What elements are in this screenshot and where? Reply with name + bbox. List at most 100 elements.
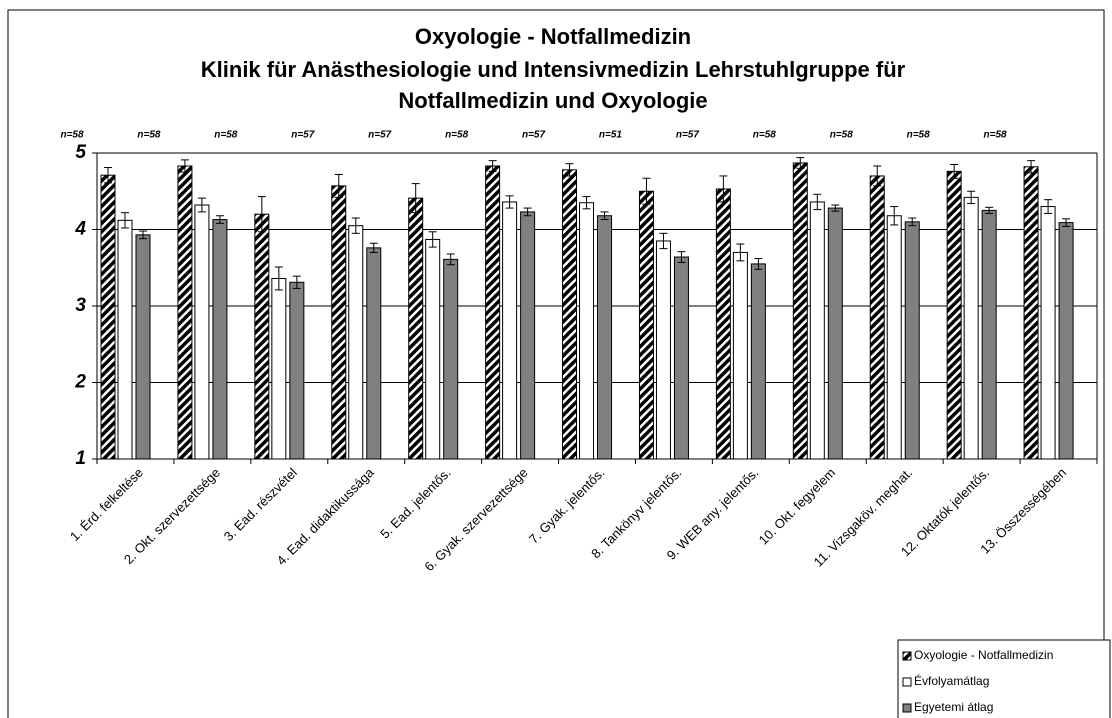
- bar: [443, 258, 459, 460]
- x-tick-label: 3. Ead. részvétel: [221, 465, 300, 544]
- bar: [946, 170, 962, 460]
- chart-title: Oxyologie - Notfallmedizin: [415, 24, 691, 49]
- bar: [579, 202, 595, 460]
- error-bar: [908, 217, 917, 227]
- x-tick-label: 5. Ead. jelentős.: [377, 465, 454, 542]
- bar: [750, 263, 766, 460]
- bar: [425, 238, 441, 460]
- error-bar: [582, 196, 591, 210]
- n-label: n=57: [291, 130, 315, 141]
- error-bar: [642, 177, 651, 205]
- n-label: n=58: [984, 130, 1008, 141]
- n-label: n=58: [830, 130, 854, 141]
- legend-swatch: [902, 703, 912, 713]
- error-bar: [890, 206, 899, 226]
- n-label: n=51: [599, 130, 623, 141]
- error-bar: [505, 195, 514, 209]
- error-bar: [1044, 199, 1053, 214]
- bar: [1023, 166, 1039, 460]
- n-label: n=58: [137, 130, 161, 141]
- error-bar: [719, 175, 728, 203]
- error-bar: [139, 230, 147, 240]
- error-bar: [446, 253, 455, 266]
- bar: [254, 213, 270, 460]
- bar: [732, 251, 748, 460]
- bar: [212, 219, 228, 460]
- error-bar: [215, 215, 224, 224]
- bar: [827, 207, 843, 460]
- error-bar: [985, 206, 994, 214]
- bar: [981, 209, 997, 460]
- bar: [638, 190, 654, 460]
- bar: [597, 215, 613, 460]
- legend-swatch: [902, 677, 912, 687]
- n-label: n=58: [445, 130, 469, 141]
- y-tick-label: 1: [75, 448, 86, 469]
- error-bar: [121, 212, 129, 229]
- n-label: n=57: [368, 130, 392, 141]
- bar: [331, 185, 347, 460]
- bar: [562, 169, 578, 460]
- error-bar: [736, 243, 745, 262]
- error-bar: [197, 197, 206, 213]
- n-label: n=57: [522, 130, 546, 141]
- legend-label: Oxyologie - Notfallmedizin: [914, 648, 1053, 662]
- bar: [520, 211, 536, 460]
- error-bar: [796, 157, 805, 169]
- bar: [289, 281, 305, 460]
- error-bar: [873, 165, 882, 187]
- error-bar: [411, 183, 420, 214]
- error-bar: [104, 167, 112, 184]
- bar: [117, 219, 133, 460]
- error-bar: [257, 196, 266, 233]
- legend-box: [897, 639, 1111, 718]
- error-bar: [813, 193, 822, 211]
- bar: [135, 234, 151, 460]
- bar: [715, 188, 731, 460]
- y-tick-label: 3: [75, 295, 86, 316]
- error-bar: [831, 204, 840, 212]
- error-bar: [334, 173, 343, 198]
- error-bar: [274, 266, 283, 291]
- bar: [485, 165, 501, 460]
- error-bar: [950, 163, 959, 179]
- error-bar: [1027, 160, 1036, 174]
- chart-border: [7, 9, 1105, 718]
- bar: [1040, 206, 1056, 460]
- error-bar: [565, 163, 574, 177]
- y-tick-label: 4: [74, 219, 86, 240]
- error-bar: [369, 242, 378, 253]
- error-bar: [754, 258, 763, 270]
- bar: [886, 215, 902, 460]
- bar: [271, 277, 287, 460]
- bar: [792, 162, 808, 460]
- chart-title: Notfallmedizin und Oxyologie: [398, 88, 707, 113]
- n-label: n=58: [214, 130, 238, 141]
- error-bar: [523, 207, 532, 217]
- bar: [963, 196, 979, 460]
- bar: [673, 256, 689, 460]
- bar: [502, 201, 518, 460]
- bar: [655, 240, 671, 460]
- error-bar: [677, 251, 686, 263]
- error-bar: [600, 211, 609, 221]
- bar: [809, 201, 825, 460]
- error-bar: [351, 217, 360, 234]
- bar: [100, 174, 116, 460]
- bar: [194, 204, 210, 460]
- n-label: n=58: [907, 130, 931, 141]
- x-tick-label: 7. Gyak. jelentős.: [526, 465, 608, 547]
- bar: [1058, 222, 1074, 460]
- chart-title: Klinik für Anästhesiologie und Intensivm…: [201, 57, 906, 82]
- bar: [904, 221, 920, 460]
- y-tick-label: 2: [74, 372, 86, 393]
- x-tick-label: 13. Összességében: [977, 465, 1069, 557]
- n-label: n=57: [676, 130, 700, 141]
- error-bar: [967, 190, 976, 204]
- error-bar: [428, 231, 437, 248]
- n-label: n=58: [753, 130, 777, 141]
- legend-label: Évfolyamátlag: [914, 673, 989, 688]
- x-tick-label: 1. Érd. felkeltése: [67, 465, 146, 544]
- x-tick-label: 10. Okt. fegyelem: [756, 465, 839, 548]
- legend-swatch: [902, 651, 912, 661]
